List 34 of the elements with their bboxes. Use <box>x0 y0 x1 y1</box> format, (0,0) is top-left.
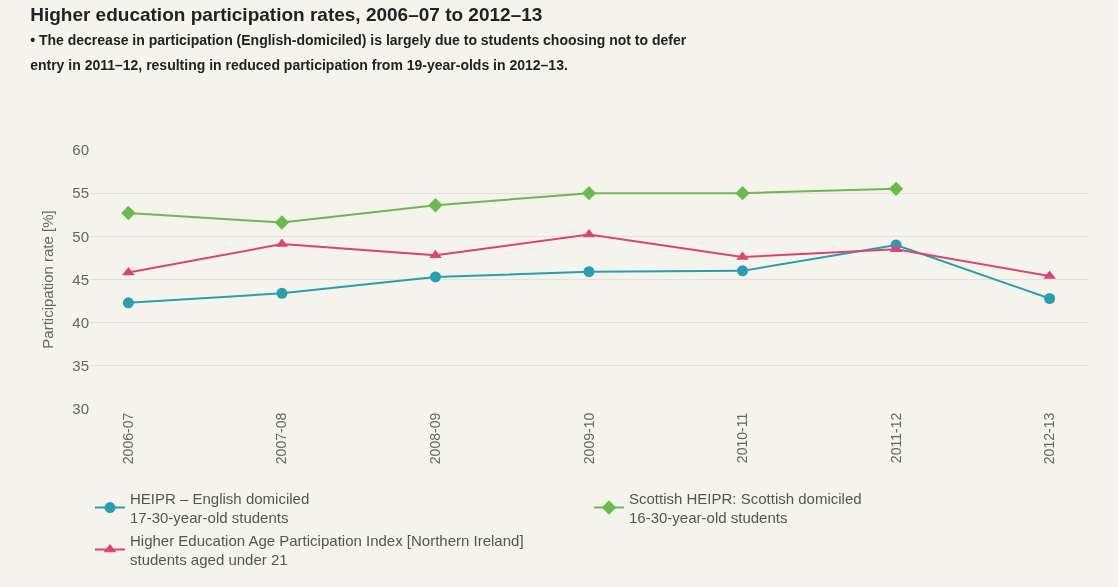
x-tick-label: 2011-12 <box>887 412 904 464</box>
y-tick-label: 55 <box>72 184 89 202</box>
point <box>888 181 904 196</box>
y-tick-label: 30 <box>72 400 89 418</box>
legend-label: Scottish HEIPR: Scottish domiciled 16-30-year-old students <box>629 489 862 527</box>
point <box>737 265 749 277</box>
point <box>274 215 290 230</box>
point <box>735 186 750 201</box>
y-tick-label: 50 <box>72 227 89 245</box>
point <box>889 243 903 253</box>
point <box>429 249 442 259</box>
chart-subtitle: • The decrease in participation (English-domiciled) is largely due to students choosing not to defer entry in 2011–12, resulting in reduced participation from 19-year-olds in 2012–13. <box>30 32 687 73</box>
x-tick-label: 2008-09 <box>427 412 444 465</box>
point <box>1044 292 1056 304</box>
y-axis-title: Participation rate [%] <box>38 210 56 349</box>
y-tick-label: 45 <box>72 270 89 288</box>
point <box>429 271 441 283</box>
point <box>581 186 597 201</box>
x-tick-label: 2010-11 <box>734 412 751 464</box>
x-tick-label: 2012-13 <box>1041 412 1058 465</box>
x-tick-label: 2007-08 <box>273 412 290 465</box>
chart-title: Higher education participation rates, 2006–07 to 2012–13 <box>30 3 543 25</box>
legend-label: HEIPR – English domiciled 17-30-year-old students <box>130 489 310 527</box>
point <box>276 287 288 299</box>
y-tick-label: 40 <box>72 313 89 331</box>
point <box>428 198 443 213</box>
x-tick-label: 2009-10 <box>580 412 597 465</box>
point <box>122 297 134 309</box>
legend-label: Higher Education Age Participation Index [Northern Ireland] students aged under 21 <box>130 531 524 569</box>
point <box>583 266 595 278</box>
y-tick-label: 60 <box>72 141 89 159</box>
y-tick-label: 35 <box>72 357 89 375</box>
point <box>121 205 136 221</box>
x-tick-label: 2006-07 <box>119 412 136 465</box>
